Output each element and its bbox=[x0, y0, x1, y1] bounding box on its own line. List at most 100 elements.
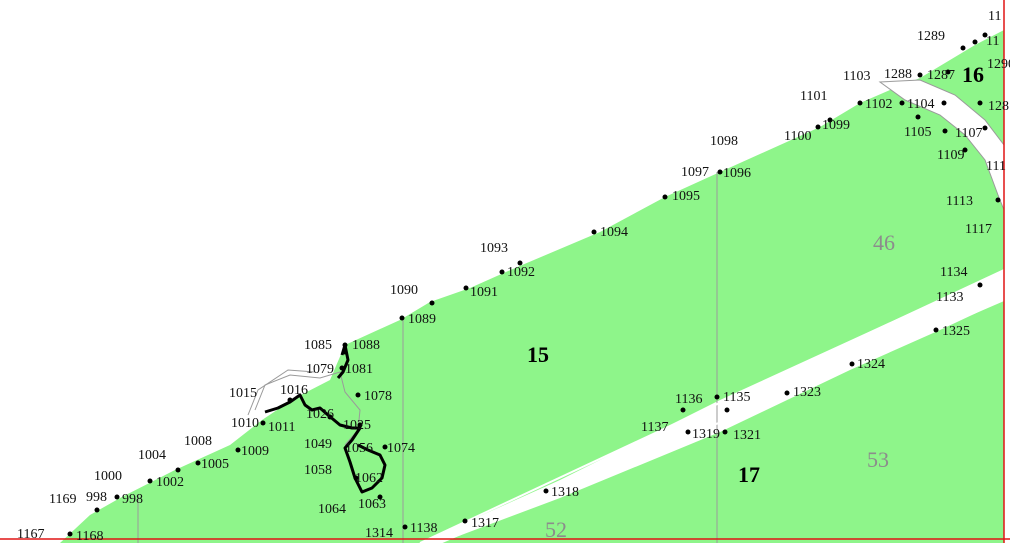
point-label: 1288 bbox=[884, 67, 912, 82]
point-label: 1169 bbox=[49, 492, 76, 507]
point-label: 1000 bbox=[94, 469, 122, 484]
vertex bbox=[662, 194, 668, 200]
point-label: 1137 bbox=[641, 420, 668, 435]
vertex bbox=[235, 447, 241, 453]
point-label: 1095 bbox=[672, 189, 700, 204]
point-label: 1138 bbox=[410, 521, 437, 536]
vertex bbox=[982, 32, 988, 38]
point-label: 1103 bbox=[843, 69, 870, 84]
point-label: 1096 bbox=[723, 166, 751, 181]
point-label: 1290 bbox=[987, 57, 1010, 72]
vertex bbox=[724, 407, 730, 413]
vertex bbox=[917, 72, 923, 78]
vertex bbox=[287, 397, 293, 403]
vertex bbox=[195, 460, 201, 466]
point-label: 1135 bbox=[723, 390, 750, 405]
vertex bbox=[827, 117, 833, 123]
point-label: 1008 bbox=[184, 434, 212, 449]
point-label: 1168 bbox=[76, 529, 103, 543]
vertex bbox=[915, 114, 921, 120]
vertex bbox=[941, 100, 947, 106]
vertex bbox=[353, 475, 359, 481]
vertex bbox=[402, 524, 408, 530]
point-label: 998 bbox=[86, 490, 107, 505]
vertex bbox=[462, 518, 468, 524]
vertex bbox=[680, 407, 686, 413]
point-label: 1091 bbox=[470, 285, 498, 300]
point-label: 1318 bbox=[551, 485, 579, 500]
road-edge bbox=[439, 299, 1005, 543]
point-label: 1026 bbox=[306, 407, 334, 422]
vertex bbox=[972, 39, 978, 45]
point-label: 1005 bbox=[201, 457, 229, 472]
point-label: 11 bbox=[988, 9, 1001, 24]
vertex bbox=[591, 229, 597, 235]
vertex bbox=[463, 285, 469, 291]
vertex bbox=[429, 300, 435, 306]
parcel-label-17: 17 bbox=[738, 462, 760, 487]
point-label: 1064 bbox=[318, 502, 346, 517]
stream-boundary bbox=[264, 393, 387, 494]
point-label: 1010 bbox=[231, 416, 259, 431]
point-label: 1314 bbox=[365, 526, 393, 541]
point-label: 1134 bbox=[940, 265, 967, 280]
vertex bbox=[327, 414, 333, 420]
parcel-label-46: 46 bbox=[873, 230, 895, 255]
vertex bbox=[933, 327, 939, 333]
point-label: 1289 bbox=[917, 29, 945, 44]
vertex bbox=[722, 429, 728, 435]
point-label: 1098 bbox=[710, 134, 738, 149]
vertex bbox=[114, 494, 120, 500]
point-label: 1167 bbox=[17, 527, 44, 542]
point-label: 1011 bbox=[268, 420, 295, 435]
point-label: 1092 bbox=[507, 265, 535, 280]
vertex bbox=[94, 507, 100, 513]
point-label: 1016 bbox=[280, 383, 308, 398]
point-label: 1004 bbox=[138, 448, 166, 463]
point-label: 111 bbox=[986, 159, 1006, 174]
point-label: 1102 bbox=[865, 97, 892, 112]
point-label: 998 bbox=[122, 492, 143, 507]
vertex bbox=[499, 269, 505, 275]
point-label: 1133 bbox=[936, 290, 963, 305]
vertex bbox=[342, 349, 348, 355]
point-label: 1324 bbox=[857, 357, 885, 372]
parcel-label-16: 16 bbox=[962, 62, 984, 87]
vertex bbox=[977, 100, 983, 106]
parcel-15-area bbox=[60, 30, 1004, 543]
point-label: 1101 bbox=[800, 89, 827, 104]
vertex bbox=[960, 45, 966, 51]
vertex bbox=[784, 390, 790, 396]
parcel-label-53: 53 bbox=[867, 447, 889, 472]
point-label: 1323 bbox=[793, 385, 821, 400]
vertex bbox=[942, 128, 948, 134]
point-label: 1099 bbox=[822, 118, 850, 133]
vertex bbox=[685, 429, 691, 435]
point-label: 1094 bbox=[600, 225, 628, 240]
vertex bbox=[175, 467, 181, 473]
point-labels: 1289 11 11 1290 1103 1288 1287 1101 1102… bbox=[17, 9, 1010, 543]
vertex bbox=[342, 342, 348, 348]
vertex-points bbox=[67, 32, 1001, 537]
vertex bbox=[982, 125, 988, 131]
point-label: 1090 bbox=[390, 283, 418, 298]
point-label: 1136 bbox=[675, 392, 702, 407]
point-label: 1113 bbox=[946, 194, 973, 209]
point-label: 1088 bbox=[352, 338, 380, 353]
vertex bbox=[857, 100, 863, 106]
vertex bbox=[357, 422, 363, 428]
vertex bbox=[260, 420, 266, 426]
point-label: 1079 bbox=[306, 362, 334, 377]
point-label: 1107 bbox=[955, 126, 982, 141]
point-label: 1085 bbox=[304, 338, 332, 353]
point-label: 1117 bbox=[965, 222, 992, 237]
point-label: 1063 bbox=[358, 497, 386, 512]
vertex bbox=[815, 124, 821, 130]
point-label: 1093 bbox=[480, 241, 508, 256]
vertex bbox=[355, 392, 361, 398]
point-label: 1074 bbox=[387, 441, 415, 456]
point-label: 1058 bbox=[304, 463, 332, 478]
point-label: 1002 bbox=[156, 475, 184, 490]
stream-boundary bbox=[336, 343, 350, 379]
